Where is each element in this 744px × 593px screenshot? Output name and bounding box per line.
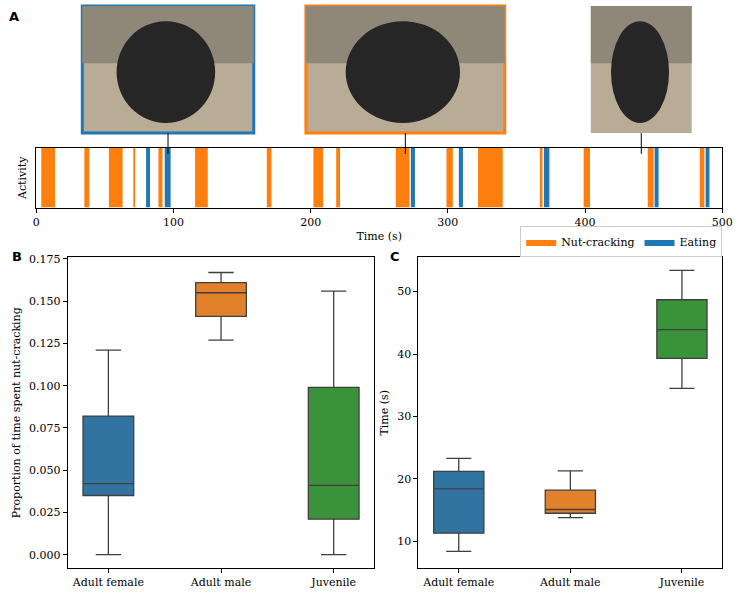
svg-text:Juvenile: Juvenile	[659, 576, 705, 589]
svg-text:Activity: Activity	[16, 156, 29, 200]
svg-text:Adult female: Adult female	[72, 576, 144, 589]
svg-text:0.075: 0.075	[29, 422, 61, 435]
svg-text:Adult male: Adult male	[539, 576, 601, 589]
svg-text:0.125: 0.125	[29, 337, 61, 350]
svg-text:0.100: 0.100	[29, 380, 61, 393]
svg-text:Nut-cracking: Nut-cracking	[561, 236, 634, 249]
svg-text:B: B	[12, 249, 22, 264]
svg-text:0.050: 0.050	[29, 464, 61, 477]
svg-text:0.025: 0.025	[29, 506, 61, 519]
svg-text:300: 300	[437, 216, 458, 229]
svg-text:200: 200	[300, 216, 321, 229]
svg-text:400: 400	[574, 215, 596, 229]
svg-text:40: 40	[397, 348, 411, 361]
svg-text:0.175: 0.175	[29, 253, 61, 266]
svg-text:Proportion of time spent nut-c: Proportion of time spent nut-cracking	[10, 307, 23, 518]
svg-text:Time (s): Time (s)	[357, 230, 403, 243]
svg-text:20: 20	[397, 473, 411, 486]
svg-text:0.150: 0.150	[29, 295, 61, 308]
svg-text:0.000: 0.000	[29, 548, 61, 561]
svg-text:50: 50	[397, 285, 411, 298]
svg-text:0: 0	[33, 216, 40, 229]
svg-text:C: C	[390, 249, 400, 264]
svg-text:Adult male: Adult male	[190, 576, 252, 589]
svg-text:Adult female: Adult female	[422, 576, 494, 589]
svg-text:500: 500	[711, 215, 733, 229]
svg-text:Time (s): Time (s)	[378, 390, 391, 436]
svg-text:10: 10	[397, 535, 411, 548]
svg-text:Juvenile: Juvenile	[310, 576, 356, 589]
svg-text:Eating: Eating	[680, 236, 717, 249]
svg-text:100: 100	[163, 216, 184, 229]
svg-text:30: 30	[397, 410, 411, 423]
svg-text:A: A	[9, 9, 19, 24]
